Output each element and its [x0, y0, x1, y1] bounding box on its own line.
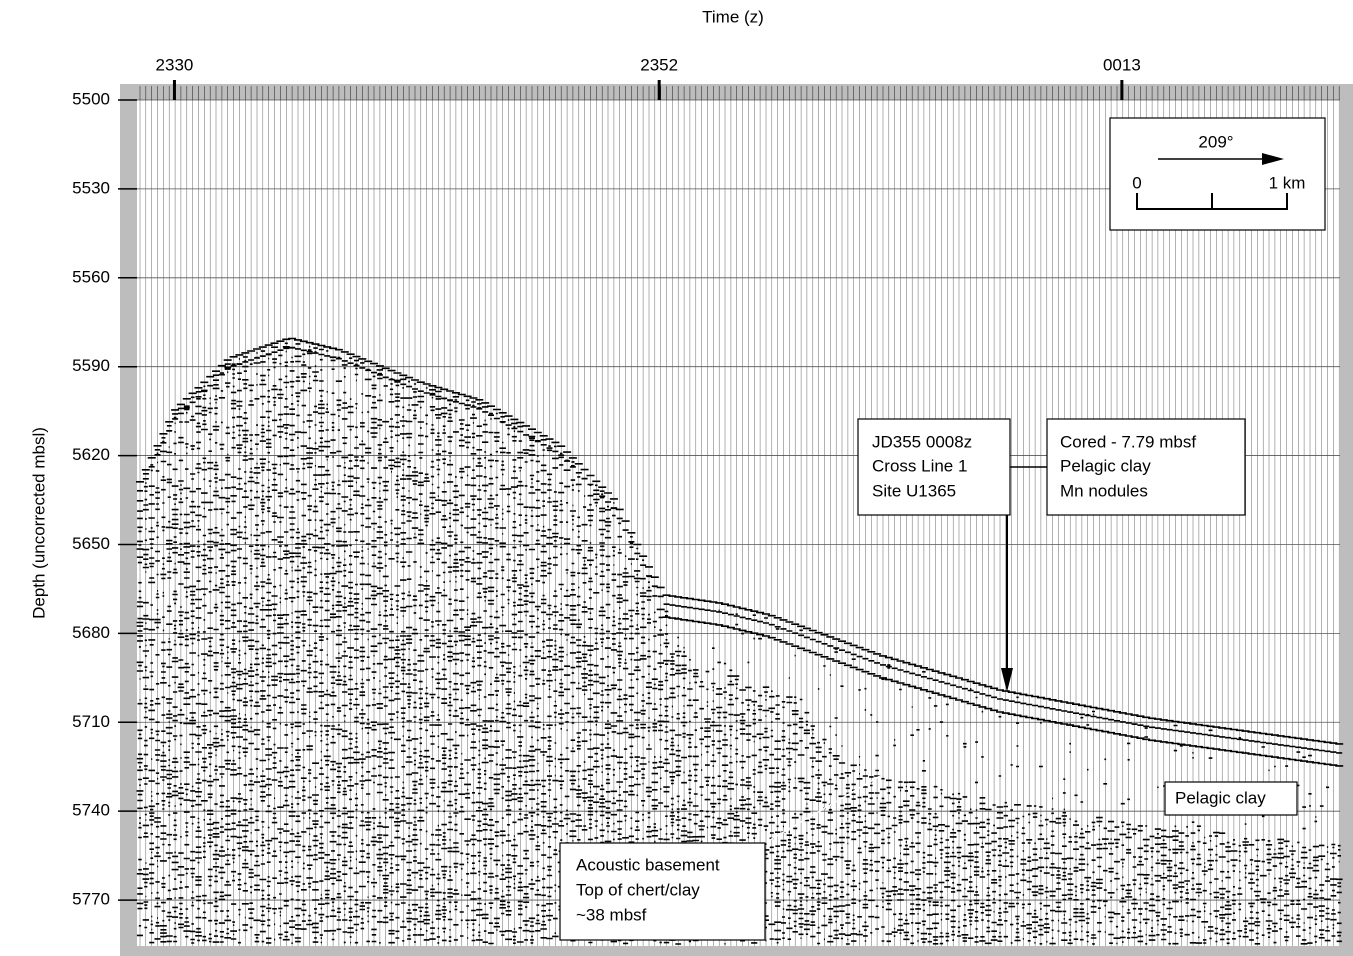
y-axis-label: Depth (uncorrected mbsl) — [29, 427, 48, 619]
annotation-line: Acoustic basement — [576, 855, 720, 874]
x-tick-label: 2352 — [640, 55, 678, 74]
y-tick-label: 5590 — [72, 356, 110, 375]
clay-annotation: Pelagic clay — [1165, 782, 1297, 815]
scale-start: 0 — [1132, 173, 1141, 192]
annotation-line: Pelagic clay — [1060, 456, 1151, 475]
annotation-line: Top of chert/clay — [576, 880, 700, 899]
annotation-line: Cross Line 1 — [872, 456, 967, 475]
annotation-line: ~38 mbsf — [576, 905, 647, 924]
scale-end: 1 km — [1269, 173, 1306, 192]
y-tick-label: 5770 — [72, 890, 110, 909]
annotation-line: Cored - 7.79 mbsf — [1060, 432, 1196, 451]
y-tick-label: 5650 — [72, 534, 110, 553]
y-tick-label: 5710 — [72, 712, 110, 731]
y-tick-label: 5500 — [72, 89, 110, 108]
direction-label: 209° — [1198, 132, 1233, 151]
scale-box: 209° 0 1 km — [1110, 118, 1325, 230]
annotation-line: Pelagic clay — [1175, 788, 1266, 807]
annotation-line: Site U1365 — [872, 481, 956, 500]
annotation-line: JD355 0008z — [872, 432, 972, 451]
y-tick-label: 5740 — [72, 801, 110, 820]
x-tick-label: 2330 — [156, 55, 194, 74]
y-tick-label: 5530 — [72, 178, 110, 197]
x-axis-label: Time (z) — [702, 7, 764, 26]
annotation-line: Mn nodules — [1060, 481, 1148, 500]
y-tick-label: 5560 — [72, 267, 110, 286]
y-tick-label: 5620 — [72, 445, 110, 464]
x-tick-label: 0013 — [1103, 55, 1141, 74]
y-tick-label: 5680 — [72, 623, 110, 642]
chart: 5500 5530 5560 5590 5620 5650 5680 5710 5740 5770… — [0, 0, 1353, 956]
